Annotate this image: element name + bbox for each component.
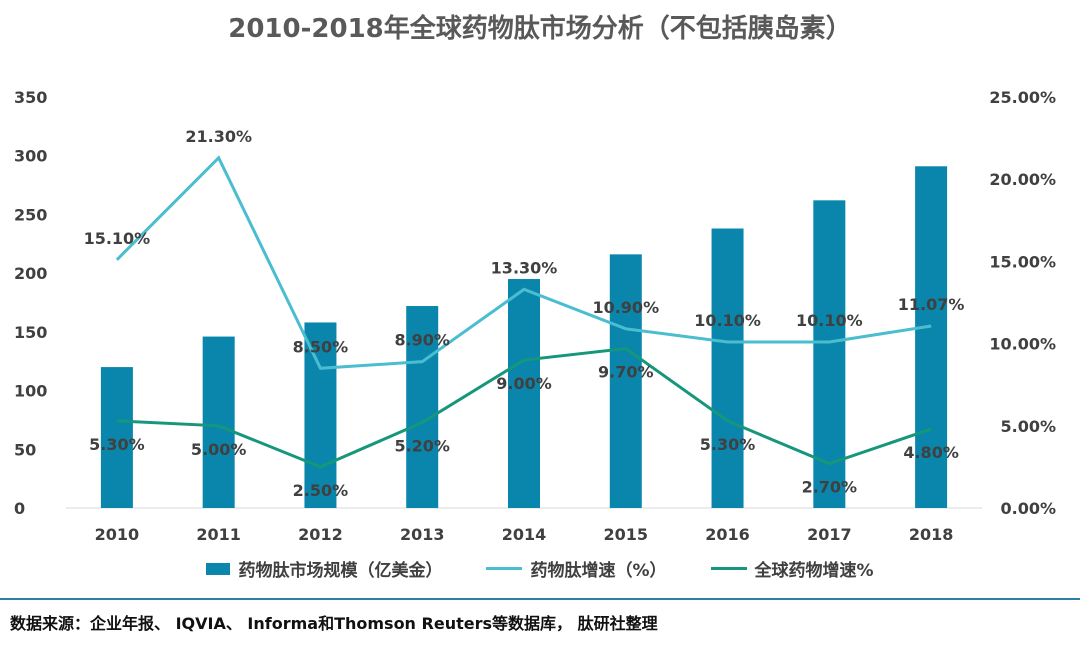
y-right-tick-label: 15.00% bbox=[989, 252, 1056, 271]
bar-market-size bbox=[508, 279, 540, 508]
data-label-global-growth: 9.70% bbox=[598, 363, 654, 382]
x-tick-label: 2013 bbox=[400, 525, 445, 544]
data-label-global-growth: 9.00% bbox=[496, 374, 552, 393]
legend-item-global-growth: 全球药物增速% bbox=[710, 556, 874, 581]
legend-bar-swatch bbox=[206, 562, 231, 575]
footer-divider bbox=[0, 598, 1080, 600]
x-tick-label: 2017 bbox=[807, 525, 852, 544]
legend-label-global-growth: 全球药物增速% bbox=[754, 561, 874, 581]
x-tick-label: 2014 bbox=[502, 525, 547, 544]
x-tick-label: 2011 bbox=[196, 525, 241, 544]
bar-market-size bbox=[202, 336, 235, 508]
y-left-tick-label: 50 bbox=[14, 440, 36, 459]
data-label-global-growth: 2.50% bbox=[293, 481, 349, 500]
y-right-tick-label: 0.00% bbox=[1000, 499, 1056, 518]
y-right-tick-label: 10.00% bbox=[989, 335, 1056, 354]
y-left-tick-label: 0 bbox=[14, 499, 25, 518]
legend-label-peptide-growth: 药物肽增速（%） bbox=[530, 561, 667, 581]
data-label-global-growth: 5.30% bbox=[700, 435, 756, 454]
bar-market-size bbox=[813, 200, 846, 508]
chart-canvas: 0 50 100 150 200 250 300 350 0.00% 5.00% 10.00% 15.… bbox=[14, 88, 1056, 544]
y-right-tick-label: 25.00% bbox=[989, 88, 1056, 107]
bar-market-size bbox=[304, 322, 337, 508]
data-label-peptide-growth: 10.10% bbox=[796, 311, 863, 330]
bar-market-size bbox=[100, 367, 133, 508]
line-peptide-growth bbox=[115, 155, 932, 370]
data-label-global-growth: 5.20% bbox=[394, 437, 450, 456]
chart-title: 2010-2018年全球药物肽市场分析（不包括胰岛素） bbox=[228, 14, 852, 44]
line-global-growth bbox=[116, 346, 932, 469]
data-label-global-growth: 5.00% bbox=[191, 440, 247, 459]
x-tick-label: 2018 bbox=[909, 525, 954, 544]
data-label-peptide-growth: 21.30% bbox=[185, 127, 252, 146]
bar-market-size bbox=[711, 228, 744, 508]
legend: 药物肽市场规模（亿美金） 药物肽增速（%） 全球药物增速% bbox=[0, 556, 1080, 581]
x-tick-label: 2015 bbox=[604, 525, 649, 544]
y-right-tick-label: 5.00% bbox=[1000, 417, 1056, 436]
data-label-peptide-growth: 15.10% bbox=[84, 229, 151, 248]
y-left-tick-label: 300 bbox=[14, 147, 47, 166]
data-label-peptide-growth: 8.50% bbox=[293, 337, 349, 356]
y-left-tick-label: 250 bbox=[14, 205, 47, 224]
data-label-peptide-growth: 8.90% bbox=[394, 331, 450, 350]
y-left-tick-label: 100 bbox=[14, 382, 47, 401]
x-tick-label: 2010 bbox=[95, 525, 140, 544]
bar-market-size bbox=[406, 306, 439, 508]
legend-item-market-size: 药物肽市场规模（亿美金） bbox=[206, 556, 442, 581]
bar-market-size bbox=[609, 254, 642, 508]
data-label-peptide-growth: 10.90% bbox=[592, 298, 659, 317]
data-label-global-growth: 5.30% bbox=[89, 435, 145, 454]
data-label-global-growth: 2.70% bbox=[802, 478, 858, 497]
y-right-tick-label: 20.00% bbox=[989, 170, 1056, 189]
bar-market-size bbox=[915, 166, 948, 509]
legend-line-swatch-peptide bbox=[486, 567, 523, 570]
x-tick-label: 2016 bbox=[705, 525, 750, 544]
data-label-peptide-growth: 11.07% bbox=[898, 295, 965, 314]
y-left-tick-label: 150 bbox=[14, 323, 47, 342]
y-left-tick-label: 350 bbox=[14, 88, 47, 107]
data-label-peptide-growth: 10.10% bbox=[694, 311, 761, 330]
legend-item-peptide-growth: 药物肽增速（%） bbox=[486, 556, 667, 581]
x-tick-label: 2012 bbox=[298, 525, 343, 544]
legend-line-swatch-global bbox=[710, 567, 747, 570]
y-left-tick-label: 200 bbox=[14, 264, 47, 283]
data-label-global-growth: 4.80% bbox=[903, 443, 959, 462]
source-note: 数据来源：企业年报、 IQVIA、 Informa和Thomson Reuter… bbox=[10, 614, 658, 633]
data-label-peptide-growth: 13.30% bbox=[491, 258, 558, 277]
legend-label-market-size: 药物肽市场规模（亿美金） bbox=[238, 561, 443, 581]
